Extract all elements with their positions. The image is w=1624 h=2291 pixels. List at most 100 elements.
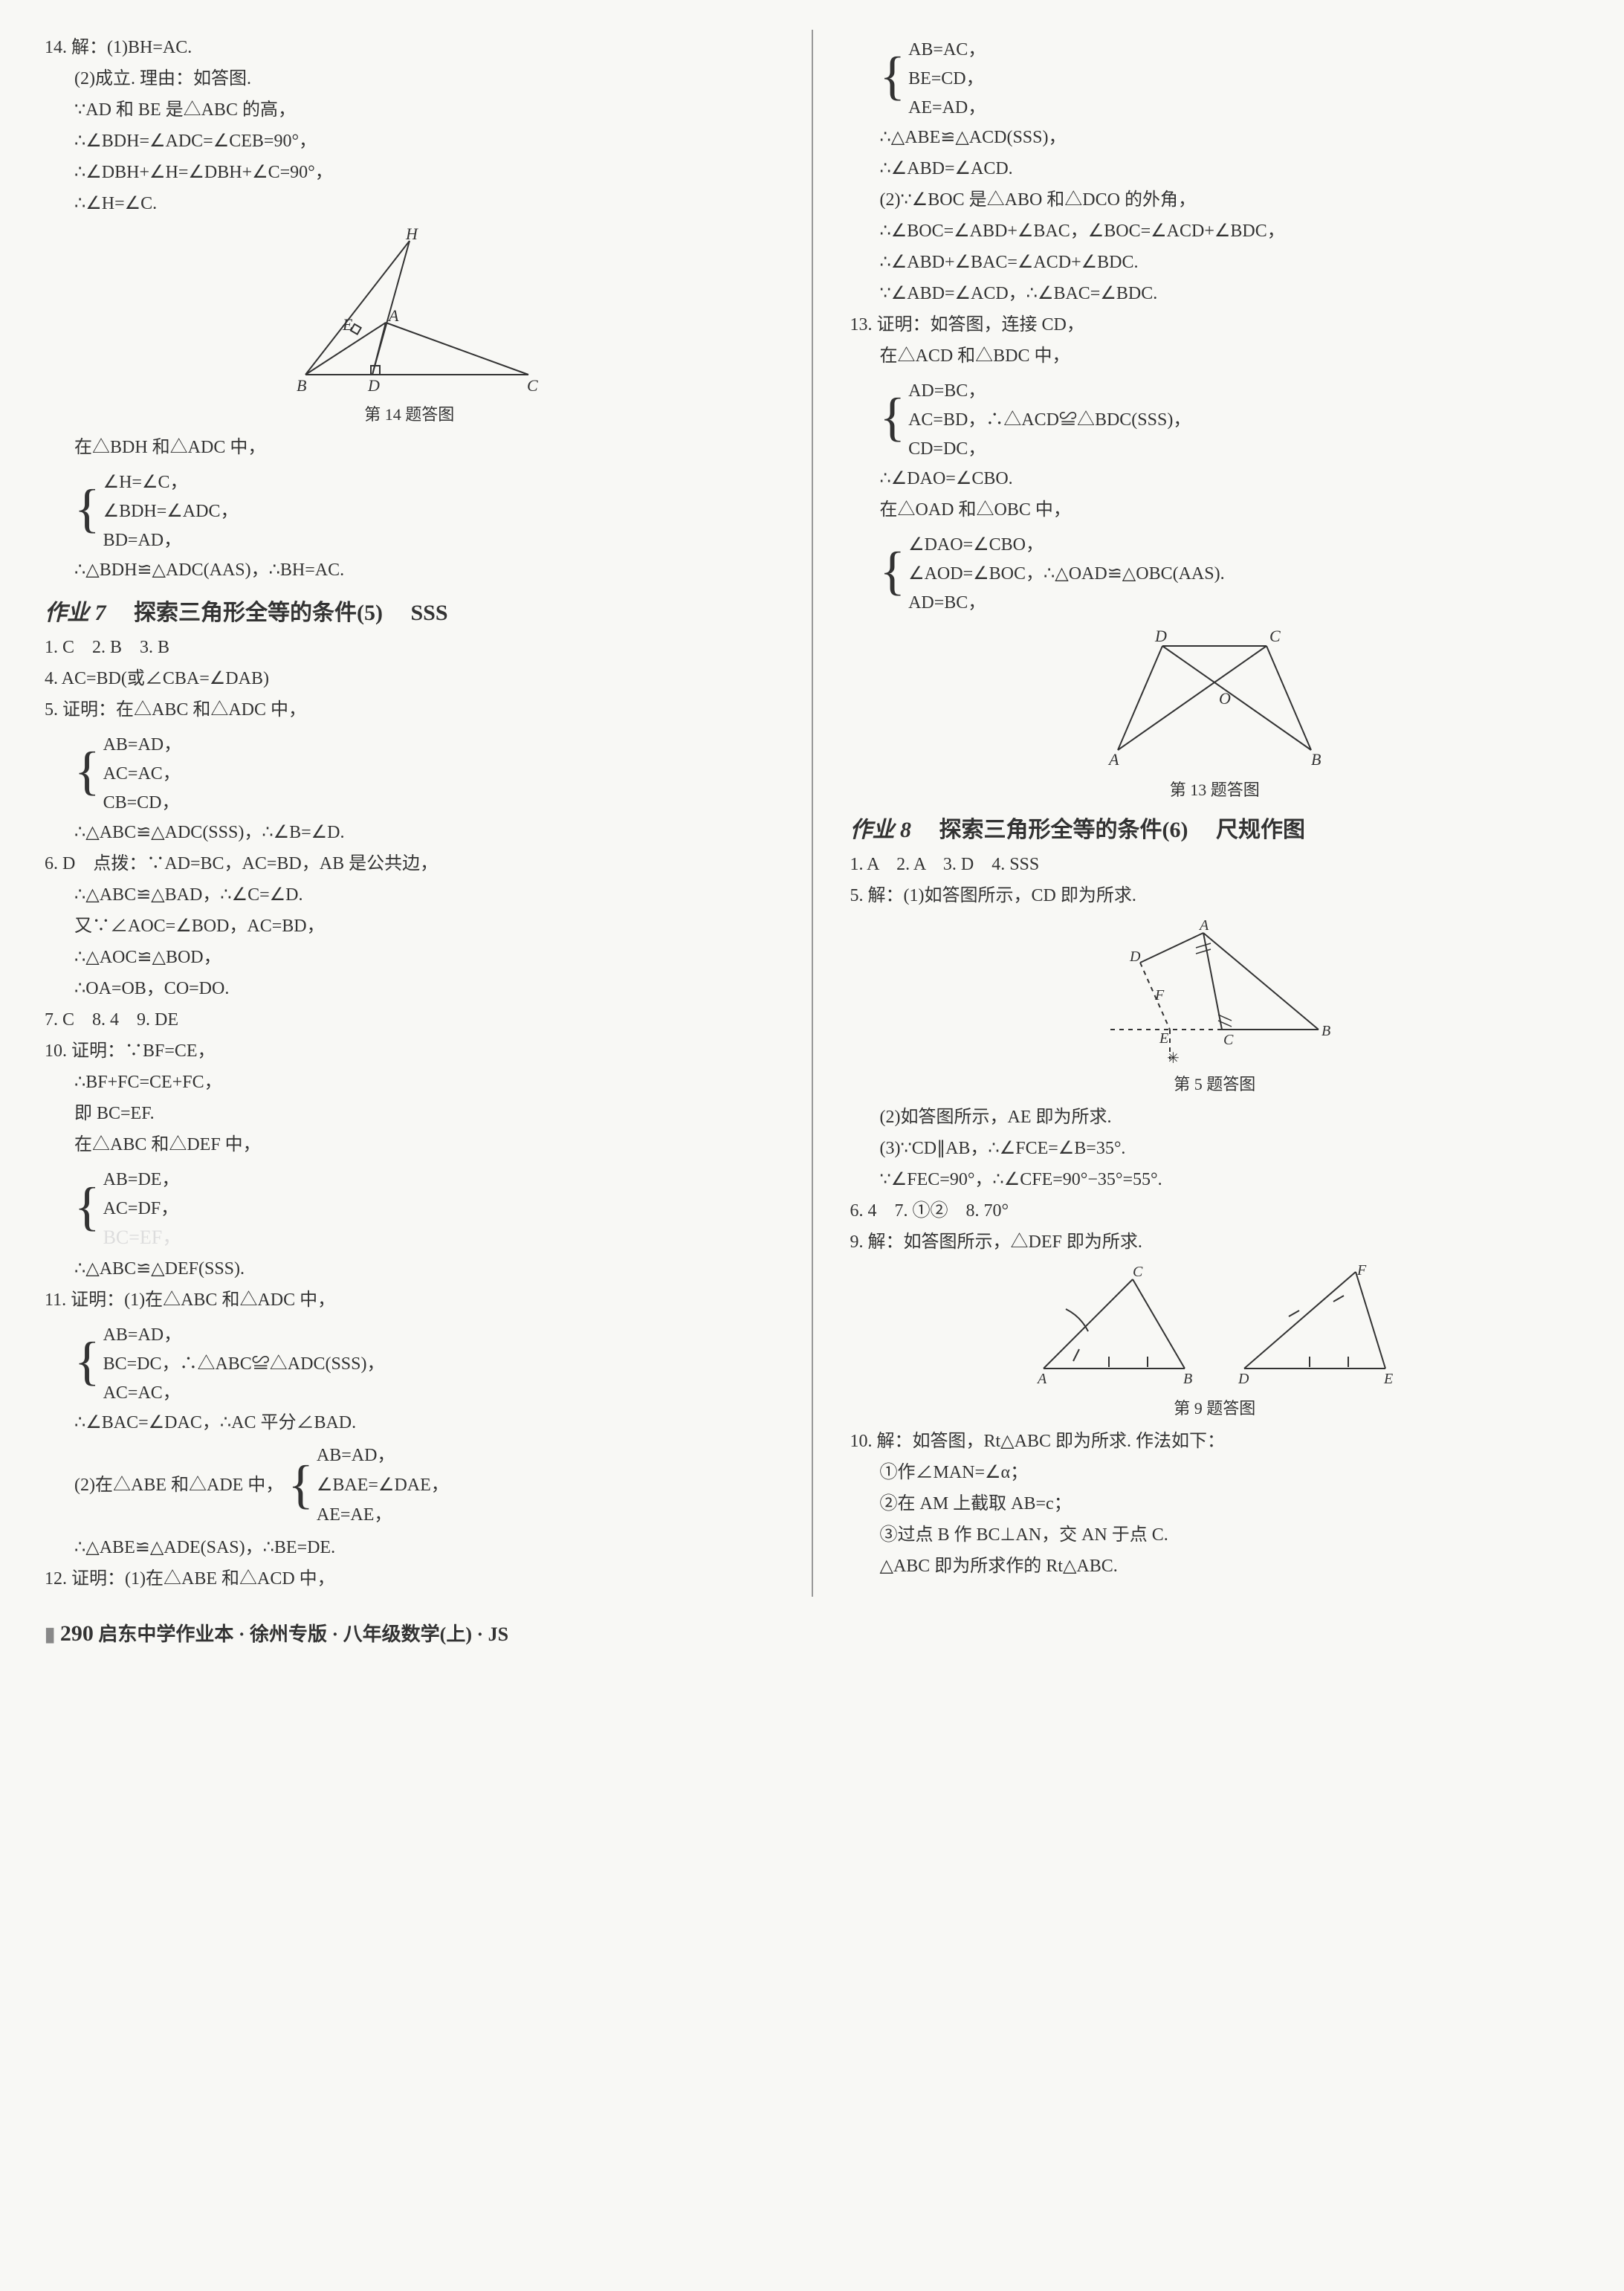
brace-a10: { AB=DE， AC=DF， BC=EF， <box>74 1163 774 1251</box>
figure-9: A B C D E F 第 9 题答图 <box>850 1264 1580 1419</box>
svg-text:F: F <box>1154 987 1165 1004</box>
brace-line: ∠DAO=∠CBO， <box>908 529 1225 555</box>
brace-line: AB=DE， <box>103 1164 182 1190</box>
text: ∴∠BDH=∠ADC=∠CEB=90°， <box>45 128 774 155</box>
brace-line: AE=AD， <box>908 92 986 118</box>
brace-line: BE=CD， <box>908 63 986 89</box>
text: ∴△BDH≌△ADC(AAS)，∴BH=AC. <box>45 557 774 584</box>
figure-13: D C O A B 第 13 题答图 <box>850 624 1580 801</box>
svg-text:F: F <box>1356 1264 1367 1279</box>
brace-line: AD=BC， <box>908 375 1191 401</box>
a11-2-row: (2)在△ABE 和△ADE 中， { AB=AD， ∠BAE=∠DAE， AE… <box>45 1441 774 1530</box>
hw-name: 探索三角形全等的条件(5) <box>134 601 383 625</box>
text: 6. 4 7. ①② 8. 70° <box>850 1198 1580 1224</box>
text: 1. C 2. B 3. B <box>45 634 774 661</box>
brace-q13b: { ∠DAO=∠CBO， ∠AOD=∠BOC，∴△OAD≌△OBC(AAS). … <box>880 528 1580 615</box>
figure-14: H E A B D C 第 14 题答图 <box>45 226 774 425</box>
brace-icon: { <box>74 488 100 531</box>
text: ∵∠FEC=90°，∴∠CFE=90°−35°=55°. <box>850 1166 1580 1193</box>
text: (2)在△ABE 和△ADE 中， <box>74 1472 283 1499</box>
svg-text:D: D <box>1238 1371 1249 1387</box>
hw-name: 探索三角形全等的条件(6) <box>939 818 1188 842</box>
text: (2)如答图所示，AE 即为所求. <box>850 1104 1580 1131</box>
text: ∴∠DAO=∠CBO. <box>850 465 1580 492</box>
text: 在△OAD 和△OBC 中， <box>850 497 1580 523</box>
text: △ABC 即为所求作的 Rt△ABC. <box>850 1553 1580 1580</box>
text: 10. 解：如答图，Rt△ABC 即为所求. 作法如下： <box>850 1428 1580 1455</box>
svg-text:E: E <box>342 315 353 334</box>
fig5-caption: 第 5 题答图 <box>850 1071 1580 1095</box>
text: ∴∠ABD+∠BAC=∠ACD+∠BDC. <box>850 249 1580 276</box>
brace-line: AB=AD， <box>103 1319 385 1345</box>
svg-text:B: B <box>1183 1371 1192 1387</box>
text: ∴∠BAC=∠DAC，∴AC 平分∠BAD. <box>45 1409 774 1436</box>
svg-text:B: B <box>1321 1023 1330 1039</box>
text: ∴△ABC≌△DEF(SSS). <box>45 1256 774 1282</box>
brace-a5: { AB=AD， AC=AC， CB=CD， <box>74 728 774 815</box>
svg-text:✳: ✳ <box>1167 1050 1180 1067</box>
brace-line: AB=AD， <box>317 1442 449 1469</box>
page-number: 290 <box>60 1621 94 1646</box>
brace-line: AC=AC， <box>103 1377 385 1403</box>
brace-line: CB=CD， <box>103 787 182 813</box>
text: ∴△ABC≌△BAD，∴∠C=∠D. <box>45 882 774 908</box>
text: (2)∵∠BOC 是△ABO 和△DCO 的外角， <box>850 187 1580 213</box>
svg-text:E: E <box>1159 1030 1168 1047</box>
brace-line: AB=AD， <box>103 729 182 755</box>
text: 6. D 点拨：∵AD=BC，AC=BD，AB 是公共边， <box>45 850 774 877</box>
text: 即 BC=EF. <box>45 1100 774 1127</box>
brace-line: ∠BAE=∠DAE， <box>317 1472 449 1499</box>
text: ∵AD 和 BE 是△ABC 的高， <box>45 97 774 123</box>
text: ③过点 B 作 BC⊥AN，交 AN 于点 C. <box>850 1522 1580 1548</box>
text: ∴∠BOC=∠ABD+∠BAC，∠BOC=∠ACD+∠BDC， <box>850 218 1580 245</box>
svg-text:O: O <box>1219 689 1231 708</box>
svg-text:A: A <box>1036 1371 1047 1387</box>
fig9-svg: A B C D E F <box>1021 1264 1408 1391</box>
svg-text:D: D <box>1154 627 1167 645</box>
fig14-svg: H E A B D C <box>261 226 558 397</box>
brace-line: AC=BD，∴△ACD≌△BDC(SSS)， <box>908 404 1191 430</box>
brace-q13: { AD=BC， AC=BD，∴△ACD≌△BDC(SSS)， CD=DC， <box>880 374 1580 461</box>
brace-icon: { <box>288 1464 314 1507</box>
text: ∵∠ABD=∠ACD，∴∠BAC=∠BDC. <box>850 280 1580 307</box>
text: ∴△ABE≌△ADE(SAS)，∴BE=DE. <box>45 1534 774 1561</box>
footer-text: 启东中学作业本 · 徐州专版 · 八年级数学(上) · JS <box>98 1623 508 1645</box>
svg-text:H: H <box>405 226 418 243</box>
text: 4. AC=BD(或∠CBA=∠DAB) <box>45 665 774 692</box>
fig9-caption: 第 9 题答图 <box>850 1395 1580 1419</box>
text: ②在 AM 上截取 AB=c； <box>850 1490 1580 1517</box>
hw-num: 作业 7 <box>45 601 106 625</box>
fig13-svg: D C O A B <box>1088 624 1341 772</box>
svg-text:C: C <box>527 376 538 395</box>
brace-icon: { <box>74 1186 100 1229</box>
text: 在△ACD 和△BDC 中， <box>850 343 1580 369</box>
text: 又∵∠AOC=∠BOD，AC=BD， <box>45 913 774 940</box>
brace-line: AE=AE， <box>317 1502 449 1528</box>
brace-line: BC=EF， <box>103 1222 182 1250</box>
brace-icon: { <box>74 1340 100 1383</box>
text: 13. 证明：如答图，连接 CD， <box>850 311 1580 338</box>
text: ∴△AOC≌△BOD， <box>45 944 774 971</box>
brace-icon: { <box>74 750 100 793</box>
text: 11. 证明：(1)在△ABC 和△ADC 中， <box>45 1287 774 1313</box>
brace-a11: { AB=AD， BC=DC，∴△ABC≌△ADC(SSS)， AC=AC， <box>74 1318 774 1405</box>
svg-text:E: E <box>1383 1371 1393 1387</box>
text: 1. A 2. A 3. D 4. SSS <box>850 851 1580 878</box>
text: ∴△ABE≌△ACD(SSS)， <box>850 124 1580 151</box>
fig5-svg: A B C D E F ✳ <box>1081 918 1348 1067</box>
svg-text:D: D <box>367 376 380 395</box>
text: ∴∠H=∠C. <box>45 190 774 217</box>
brace-line: CD=DC， <box>908 433 1191 459</box>
text: (3)∵CD∥AB，∴∠FCE=∠B=35°. <box>850 1135 1580 1162</box>
text: ∴∠ABD=∠ACD. <box>850 155 1580 182</box>
svg-text:C: C <box>1269 627 1281 645</box>
text: (2)成立. 理由：如答图. <box>45 65 774 92</box>
brace-icon: { <box>880 550 906 593</box>
text: 9. 解：如答图所示，△DEF 即为所求. <box>850 1229 1580 1256</box>
brace-line: AD=BC， <box>908 587 1225 613</box>
brace-icon: { <box>880 55 906 98</box>
text: 10. 证明：∵BF=CE， <box>45 1038 774 1064</box>
text: ∴∠DBH+∠H=∠DBH+∠C=90°， <box>45 159 774 186</box>
brace-icon: { <box>880 396 906 439</box>
right-column: { AB=AC， BE=CD， AE=AD， ∴△ABE≌△ACD(SSS)， … <box>850 30 1580 1597</box>
